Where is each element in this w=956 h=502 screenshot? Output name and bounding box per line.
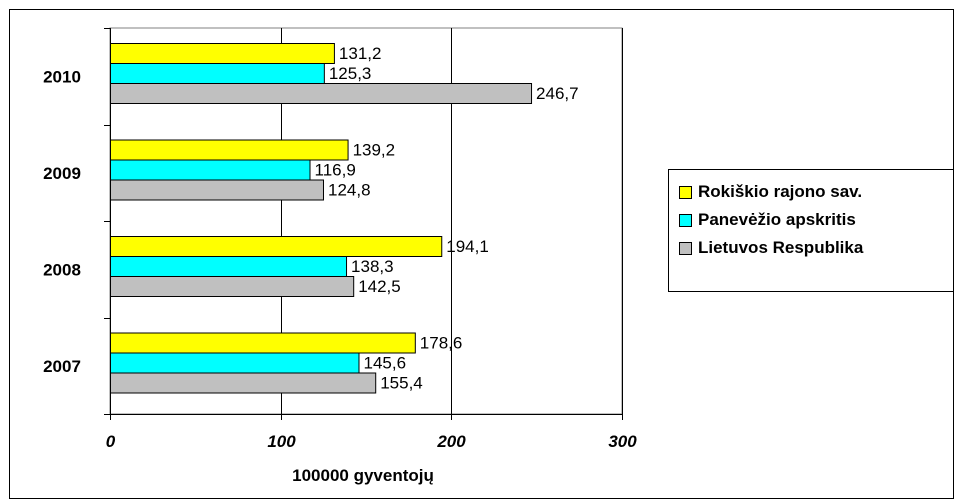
data-label-2009-2: 116,9 — [315, 161, 356, 180]
legend-label-rokiskio: Rokiškio rajono sav. — [698, 182, 863, 201]
data-label-2008-2: 138,3 — [351, 257, 394, 276]
legend-swatch-lietuvos — [679, 241, 692, 255]
data-label-2010-1: 131,2 — [339, 44, 382, 63]
bar-2009-3 — [110, 179, 324, 201]
data-label-2008-3: 142,5 — [358, 277, 401, 296]
x-tick-label-300: 300 — [608, 432, 637, 451]
data-label-2007-3: 155,4 — [380, 374, 423, 393]
bar-2009-2 — [110, 159, 311, 181]
category-label-2009: 2009 — [43, 164, 81, 183]
legend-item-lietuvos: Lietuvos Respublika — [679, 236, 863, 260]
bar-2008-2 — [110, 256, 348, 277]
data-label-2007-2: 145,6 — [363, 354, 406, 373]
bar-2010-2 — [110, 63, 325, 84]
legend-swatch-panevezio — [679, 213, 692, 227]
legend: Rokiškio rajono sav. Panevėžio apskritis… — [668, 169, 954, 292]
bar-2008-3 — [110, 276, 355, 297]
legend-label-lietuvos: Lietuvos Respublika — [698, 238, 864, 257]
bar-2010-1 — [110, 43, 335, 64]
data-label-2007-1: 178,6 — [420, 334, 463, 353]
bar-2007-1 — [110, 332, 416, 354]
x-tick-label-200: 200 — [436, 432, 466, 451]
data-label-2009-1: 139,2 — [353, 141, 396, 160]
data-label-2010-3: 246,7 — [536, 84, 579, 103]
bar-2007-3 — [110, 372, 377, 394]
bar-2010-3 — [110, 83, 533, 104]
data-label-2010-2: 125,3 — [329, 64, 372, 83]
bar-2009-1 — [110, 139, 349, 161]
x-tick-label-100: 100 — [267, 432, 296, 451]
data-label-2008-1: 194,1 — [446, 237, 489, 256]
legend-label-panevezio: Panevėžio apskritis — [698, 210, 856, 229]
legend-item-panevezio: Panevėžio apskritis — [679, 208, 856, 232]
legend-item-rokiskio: Rokiškio rajono sav. — [679, 180, 862, 204]
legend-swatch-rokiskio — [679, 185, 692, 199]
data-label-2009-3: 124,8 — [328, 181, 371, 200]
x-axis-title: 100000 gyventojų — [292, 466, 434, 485]
category-label-2007: 2007 — [43, 357, 81, 376]
category-label-2008: 2008 — [43, 260, 81, 279]
category-label-2010: 2010 — [43, 67, 81, 86]
x-tick-label-0: 0 — [106, 432, 116, 451]
bar-2007-2 — [110, 352, 360, 374]
bar-2008-1 — [110, 236, 443, 257]
